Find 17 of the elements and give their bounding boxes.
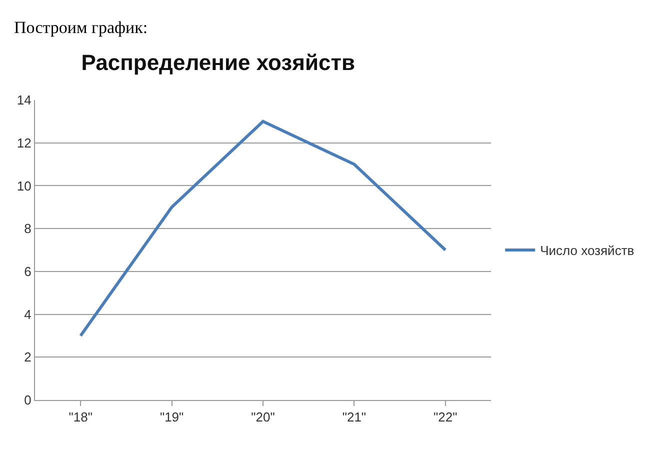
y-tick-label: 6 [24, 264, 32, 279]
x-tick-label: "22" [434, 410, 458, 425]
y-tick-label: 0 [24, 392, 32, 408]
y-tick-label: 8 [24, 221, 32, 236]
y-tick-label: 4 [24, 306, 32, 322]
y-tick-label: 14 [16, 92, 32, 108]
x-tick-label: "18" [68, 410, 93, 425]
x-tick-label: "20" [251, 410, 276, 425]
y-tick-label: 2 [24, 350, 32, 365]
text: Построим график: [14, 18, 148, 37]
y-tick-label: 10 [16, 178, 32, 194]
line-series [79, 120, 447, 338]
chart-title: Распределение хозяйств [81, 50, 356, 75]
legend-label: Число хозяйств [540, 243, 634, 258]
y-tick-label: 12 [16, 135, 32, 150]
x-tick-label: "19" [160, 410, 184, 425]
x-tick-label: "21" [342, 410, 366, 425]
